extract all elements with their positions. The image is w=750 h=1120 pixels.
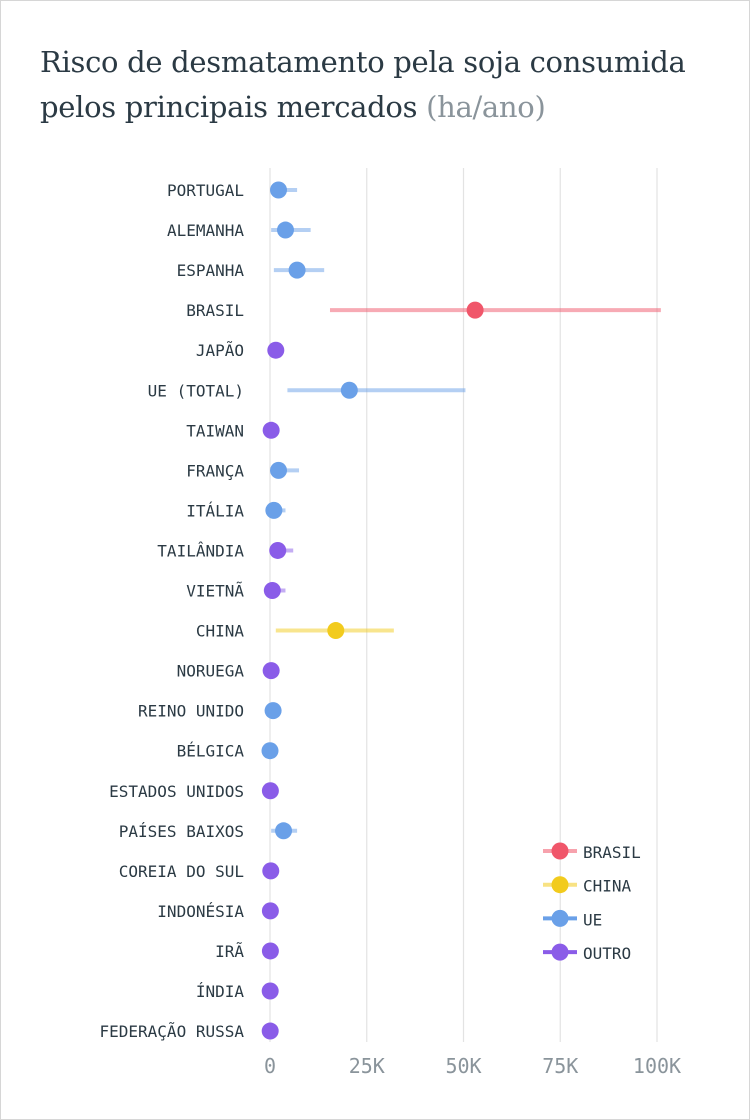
title-unit: (ha/ano)	[426, 90, 546, 124]
legend-item-china: CHINA	[543, 876, 632, 896]
legend-swatch-dot	[551, 842, 569, 860]
title-main: Risco de desmatamento pela soja consumid…	[40, 45, 686, 124]
legend-item-brasil: BRASIL	[543, 842, 641, 862]
dot-franca[interactable]	[270, 461, 288, 479]
category-label-belgica: BÉLGICA	[177, 742, 245, 761]
dot-belgica[interactable]	[261, 742, 279, 760]
legend-swatch-dot	[551, 909, 569, 927]
category-label-espanha: ESPANHA	[177, 261, 245, 280]
range-bars	[271, 188, 661, 833]
category-label-italia: ITÁLIA	[186, 501, 244, 520]
category-label-estados-unidos: ESTADOS UNIDOS	[109, 782, 244, 801]
legend-label: UE	[583, 910, 602, 929]
dot-indonesia[interactable]	[261, 902, 279, 920]
x-tick-label: 75K	[542, 1054, 578, 1078]
dot-reino-unido[interactable]	[264, 702, 282, 720]
category-label-japao: JAPÃO	[196, 341, 244, 360]
category-label-ue-total: UE (TOTAL)	[148, 381, 244, 400]
dot-alemanha[interactable]	[276, 221, 294, 239]
dot-noruega[interactable]	[262, 662, 280, 680]
category-label-coreia-do-sul: COREIA DO SUL	[119, 862, 244, 881]
dot-brasil[interactable]	[466, 301, 484, 319]
legend: BRASIL CHINA UE OUTRO	[543, 842, 641, 963]
category-label-india: ÍNDIA	[196, 982, 245, 1001]
dot-vietna[interactable]	[263, 582, 281, 599]
legend-label: BRASIL	[583, 843, 641, 862]
category-label-portugal: PORTUGAL	[167, 181, 244, 200]
dot-paises-baixos[interactable]	[275, 822, 293, 840]
x-tick-label: 100K	[633, 1054, 681, 1078]
dot-coreia-do-sul[interactable]	[262, 862, 280, 880]
category-label-ira: IRÃ	[215, 942, 244, 961]
dot-taiwan[interactable]	[262, 421, 280, 439]
category-label-noruega: NORUEGA	[177, 662, 245, 681]
category-label-china: CHINA	[196, 622, 245, 641]
dot-portugal[interactable]	[270, 181, 288, 199]
dot-india[interactable]	[261, 982, 279, 1000]
dot-federacao-russa[interactable]	[261, 1022, 279, 1040]
legend-label: OUTRO	[583, 944, 631, 963]
x-axis-ticks: 0 25K 50K 75K 100K	[264, 1054, 681, 1078]
category-label-alemanha: ALEMANHA	[167, 221, 244, 240]
dot-china[interactable]	[327, 622, 345, 640]
dot-japao[interactable]	[267, 341, 285, 359]
legend-swatch-dot	[551, 943, 569, 961]
category-label-taiwan: TAIWAN	[186, 421, 244, 440]
dot-tailandia[interactable]	[269, 541, 287, 559]
value-dots	[261, 181, 484, 1040]
legend-item-outro: OUTRO	[543, 943, 631, 963]
legend-item-ue: UE	[543, 909, 602, 929]
grid-lines	[269, 168, 658, 1042]
legend-label: CHINA	[583, 877, 632, 896]
category-label-tailandia: TAILÂNDIA	[157, 541, 244, 560]
dot-estados-unidos[interactable]	[261, 782, 279, 800]
category-label-indonesia: INDONÉSIA	[157, 902, 244, 921]
category-label-reino-unido: REINO UNIDO	[138, 702, 244, 721]
dot-ue-total[interactable]	[340, 381, 358, 399]
x-tick-label: 0	[264, 1054, 276, 1078]
category-label-federacao-russa: FEDERAÇÃO RUSSA	[100, 1022, 245, 1041]
category-label-vietna: VIETNÃ	[186, 582, 244, 601]
x-tick-label: 25K	[349, 1054, 385, 1078]
category-label-brasil: BRASIL	[186, 301, 244, 320]
category-labels: PORTUGAL ALEMANHA ESPANHA BRASIL JAPÃO UE (TO…	[100, 181, 245, 1041]
chart-title: Risco de desmatamento pela soja consumid…	[40, 40, 720, 130]
dot-ira[interactable]	[261, 942, 279, 960]
dot-italia[interactable]	[265, 501, 283, 519]
dot-espanha[interactable]	[288, 261, 306, 279]
category-label-franca: FRANÇA	[186, 461, 244, 480]
x-tick-label: 50K	[445, 1054, 481, 1078]
legend-swatch-dot	[551, 876, 569, 894]
category-label-paises-baixos: PAÍSES BAIXOS	[119, 822, 244, 841]
